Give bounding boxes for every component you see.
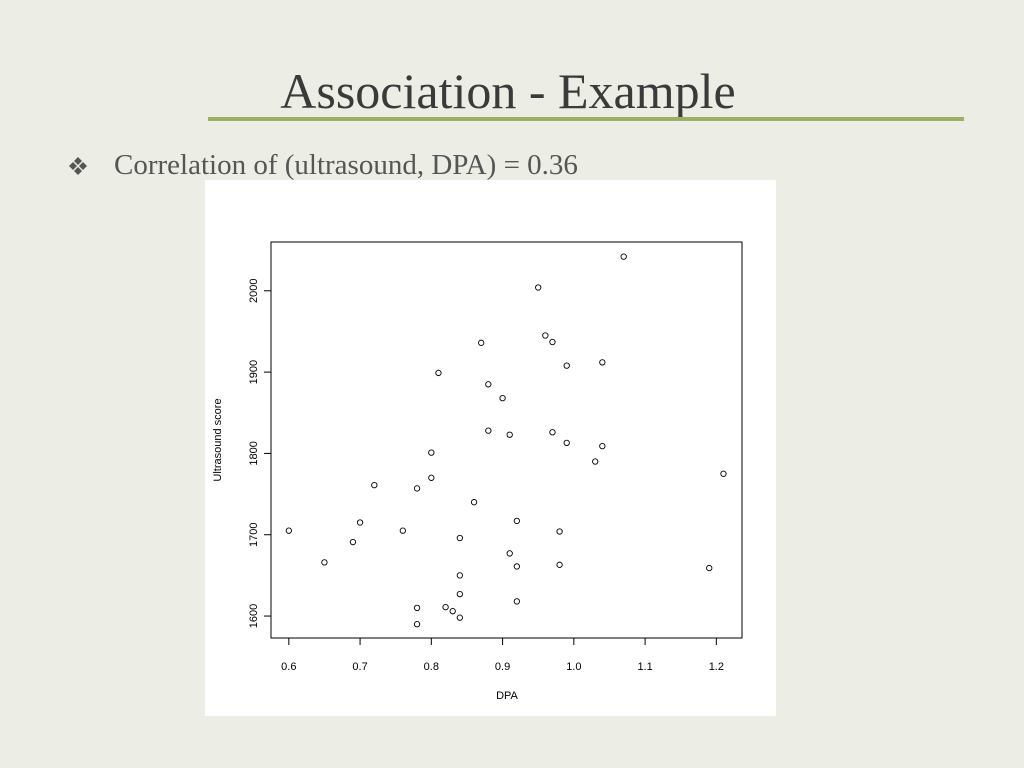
- point: [513, 598, 520, 605]
- point: [478, 339, 485, 346]
- y-tick-label: 1900: [248, 360, 260, 384]
- x-tick-label: 0.8: [424, 661, 439, 673]
- point: [542, 332, 549, 339]
- chart-panel: [205, 180, 776, 716]
- point: [321, 559, 328, 566]
- point: [706, 564, 713, 572]
- point: [442, 603, 449, 611]
- point: [413, 485, 421, 492]
- point: [499, 394, 506, 402]
- point: [349, 538, 357, 546]
- point: [285, 527, 292, 534]
- bullet-text: Correlation of (ultrasound, DPA) = 0.36: [114, 149, 578, 181]
- point: [413, 604, 421, 612]
- point: [592, 458, 599, 465]
- bullet-icon: [69, 157, 87, 175]
- point: [620, 253, 627, 260]
- plot-box: [270, 241, 743, 639]
- point: [563, 362, 570, 369]
- point: [720, 470, 727, 477]
- point: [549, 429, 556, 436]
- point: [556, 528, 563, 535]
- point: [535, 284, 542, 291]
- point: [513, 517, 520, 525]
- point: [506, 431, 513, 438]
- point: [371, 481, 378, 489]
- point: [435, 369, 442, 377]
- point: [485, 427, 492, 434]
- point: [456, 572, 463, 579]
- x-tick-label: 1.1: [637, 661, 652, 673]
- x-tick-label: 0.6: [281, 661, 296, 673]
- point: [599, 359, 606, 366]
- y-axis-label: Ultrasound score: [212, 398, 224, 481]
- point: [470, 499, 478, 506]
- y-tick-label: 1800: [248, 441, 260, 465]
- x-tick-label: 1.2: [709, 661, 724, 673]
- point: [428, 474, 435, 481]
- point: [485, 381, 492, 388]
- point: [456, 614, 463, 621]
- point: [356, 519, 364, 526]
- x-tick-label: 0.7: [352, 661, 367, 673]
- point: [556, 561, 563, 568]
- point: [413, 621, 421, 628]
- point: [549, 338, 556, 346]
- point: [428, 449, 435, 456]
- point: [599, 442, 606, 450]
- point: [399, 527, 406, 534]
- y-tick-label: 1600: [248, 604, 260, 628]
- x-tick-label: 1.0: [566, 661, 581, 673]
- x-tick-label: 0.9: [495, 661, 510, 673]
- x-axis-label: DPA: [496, 690, 518, 702]
- point: [456, 534, 463, 542]
- point: [563, 439, 570, 446]
- point: [513, 563, 520, 570]
- slide-title: Association - Example: [280, 63, 735, 119]
- y-tick-label: 1700: [248, 522, 260, 546]
- y-tick-label: 2000: [248, 279, 260, 303]
- point: [449, 608, 456, 615]
- point: [456, 590, 463, 598]
- point: [506, 550, 513, 557]
